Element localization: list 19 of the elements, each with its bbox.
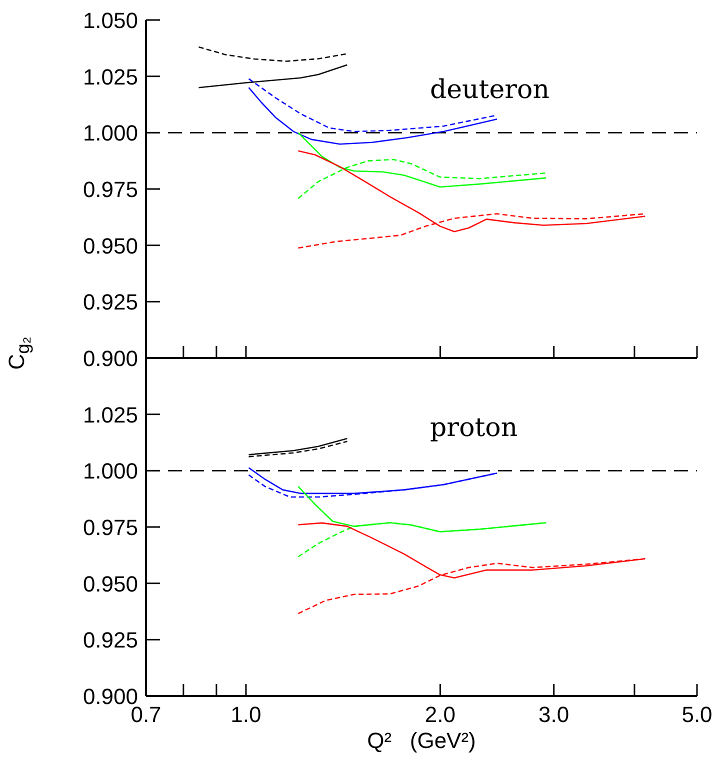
y-tick-label: 0.925: [82, 290, 138, 315]
y-tick-label: 0.900: [82, 346, 138, 371]
y-tick-label: 0.925: [82, 628, 138, 653]
y-tick-label: 0.975: [82, 177, 138, 202]
x-tick-label: 3.0: [538, 702, 570, 727]
annotation: proton: [430, 413, 518, 443]
y-tick-label: 0.950: [82, 571, 138, 596]
x-tick-label: 5.0: [682, 702, 712, 727]
y-tick-label: 1.000: [82, 120, 138, 146]
y-tick-label: 1.000: [82, 458, 138, 484]
annotation: deuteron: [430, 75, 550, 105]
x-tick-label: 2.0: [424, 702, 456, 727]
y-tick-label: 0.950: [82, 233, 138, 258]
x-tick-label: 1.0: [230, 702, 262, 727]
x-axis-title: Q² (GeV²): [367, 728, 476, 753]
y-tick-label: 1.025: [82, 402, 138, 428]
y-tick-label: 0.975: [82, 515, 138, 540]
y-tick-label: 1.050: [82, 8, 138, 33]
y-tick-label: 1.025: [82, 64, 138, 90]
